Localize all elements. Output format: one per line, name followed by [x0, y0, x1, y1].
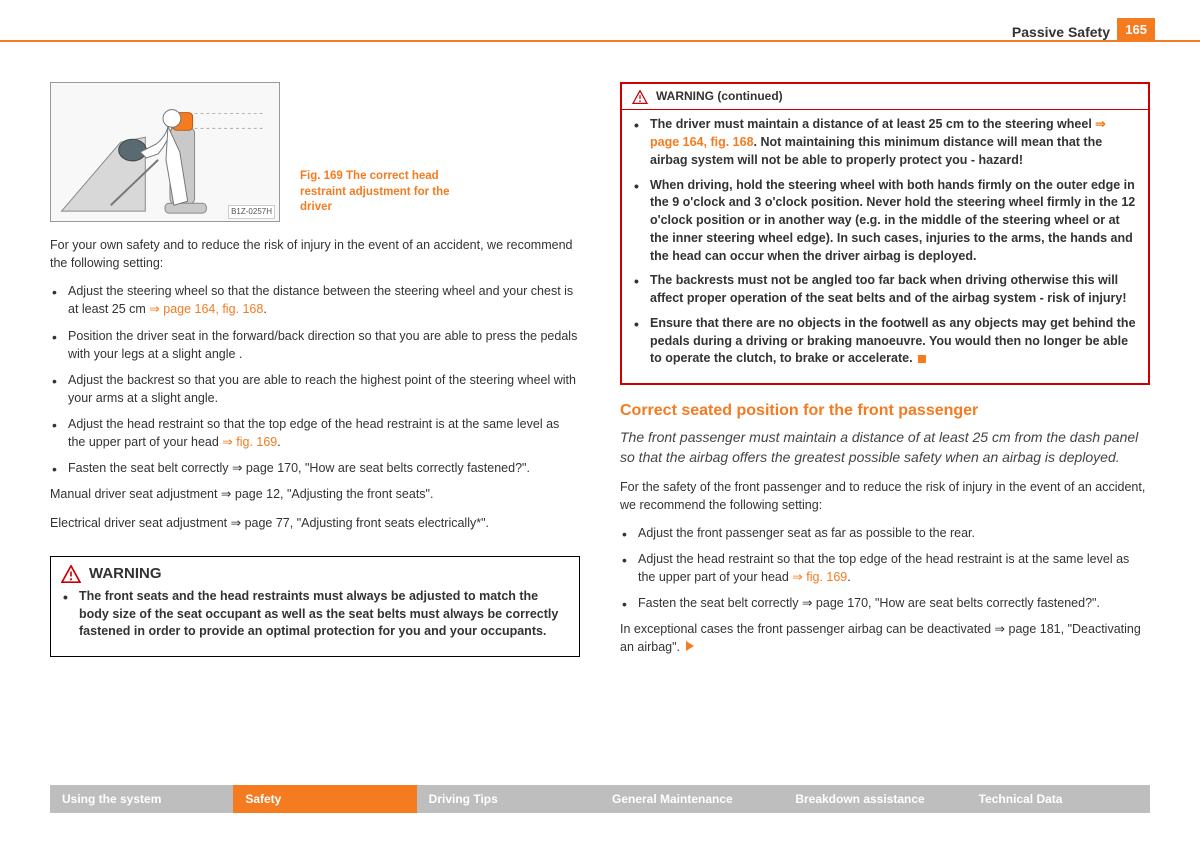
bullet-text: Adjust the steering wheel so that the di…: [68, 284, 573, 316]
electrical-adjustment-ref: Electrical driver seat adjustment ⇒ page…: [50, 514, 580, 532]
bullet-passenger-rear: Adjust the front passenger seat as far a…: [620, 524, 1150, 542]
bullet-head-restraint: Adjust the head restraint so that the to…: [50, 415, 580, 451]
bullet-backrest: Adjust the backrest so that you are able…: [50, 371, 580, 407]
section-title: Passive Safety: [1012, 24, 1110, 40]
warning-continued-header: WARNING (continued): [622, 84, 1148, 110]
warning-body: The front seats and the head restraints …: [51, 588, 579, 656]
warning-title: WARNING: [89, 563, 162, 585]
bullet-passenger-head: Adjust the head restraint so that the to…: [620, 550, 1150, 586]
wbullet-text: The driver must maintain a distance of a…: [650, 117, 1095, 131]
footer-tab-maintenance[interactable]: General Maintenance: [600, 785, 783, 813]
warning-triangle-icon: [61, 565, 81, 583]
content-columns: B1Z-0257H Fig. 169 The correct head rest…: [50, 82, 1150, 667]
footer-tab-breakdown[interactable]: Breakdown assistance: [783, 785, 966, 813]
footer-tab-driving[interactable]: Driving Tips: [417, 785, 600, 813]
passenger-exceptional: In exceptional cases the front passenger…: [620, 620, 1150, 656]
figure-code: B1Z-0257H: [228, 205, 275, 219]
figure-caption: Fig. 169 The correct head restraint adju…: [300, 169, 460, 216]
bullet-text-end: .: [263, 302, 266, 316]
warning-header: WARNING: [51, 557, 579, 589]
figure-row: B1Z-0257H Fig. 169 The correct head rest…: [50, 82, 580, 222]
header-divider: [0, 40, 1200, 42]
footer-navigation: Using the system Safety Driving Tips Gen…: [50, 785, 1150, 813]
footer-tab-safety[interactable]: Safety: [233, 785, 416, 813]
left-column: B1Z-0257H Fig. 169 The correct head rest…: [50, 82, 580, 667]
subheading-passenger: Correct seated position for the front pa…: [620, 399, 1150, 422]
bullet-seat-position: Position the driver seat in the forward/…: [50, 327, 580, 363]
warning-bullet-backrest: The backrests must not be angled too far…: [632, 272, 1138, 308]
bullet-steering-distance: Adjust the steering wheel so that the di…: [50, 282, 580, 318]
end-marker-icon: [918, 355, 926, 363]
figure-image: B1Z-0257H: [50, 82, 280, 222]
footer-tab-technical[interactable]: Technical Data: [967, 785, 1150, 813]
warning-continued-box: WARNING (continued) The driver must main…: [620, 82, 1150, 385]
exceptional-text: In exceptional cases the front passenger…: [620, 622, 1141, 654]
bullet-text-end: .: [847, 570, 850, 584]
warning-bullet-seats: The front seats and the head restraints …: [61, 588, 569, 641]
bullet-text: Adjust the head restraint so that the to…: [68, 417, 559, 449]
link-page164[interactable]: ⇒ page 164, fig. 168: [149, 302, 263, 316]
bullet-seatbelt: Fasten the seat belt correctly ⇒ page 17…: [50, 459, 580, 477]
right-column: WARNING (continued) The driver must main…: [620, 82, 1150, 667]
warning-triangle-icon: [632, 90, 648, 104]
warning-bullet-hands: When driving, hold the steering wheel wi…: [632, 177, 1138, 266]
warning-bullet-footwell: Ensure that there are no objects in the …: [632, 315, 1138, 368]
manual-adjustment-ref: Manual driver seat adjustment ⇒ page 12,…: [50, 485, 580, 503]
bullet-passenger-belt: Fasten the seat belt correctly ⇒ page 17…: [620, 594, 1150, 612]
head-restraint-diagram: [51, 83, 279, 221]
intro-paragraph: For your own safety and to reduce the ri…: [50, 236, 580, 272]
warning-box: WARNING The front seats and the head res…: [50, 556, 580, 657]
warning-continued-title: WARNING (continued): [656, 88, 783, 105]
footer-tab-using[interactable]: Using the system: [50, 785, 233, 813]
bullet-text-end: .: [277, 435, 280, 449]
page-number: 165: [1117, 18, 1155, 41]
page-container: Passive Safety 165: [0, 0, 1200, 667]
warning-bullet-distance: The driver must maintain a distance of a…: [632, 116, 1138, 169]
wbullet-text: Ensure that there are no objects in the …: [650, 316, 1136, 366]
passenger-intro: For the safety of the front passenger an…: [620, 478, 1150, 514]
bullet-text: Adjust the head restraint so that the to…: [638, 552, 1129, 584]
lead-passenger: The front passenger must maintain a dist…: [620, 428, 1150, 467]
continue-arrow-icon: [686, 641, 694, 651]
link-fig169[interactable]: ⇒ fig. 169: [222, 435, 277, 449]
link-fig169-2[interactable]: ⇒ fig. 169: [792, 570, 847, 584]
page-header: Passive Safety 165: [50, 40, 1150, 70]
warning-continued-body: The driver must maintain a distance of a…: [622, 110, 1148, 383]
